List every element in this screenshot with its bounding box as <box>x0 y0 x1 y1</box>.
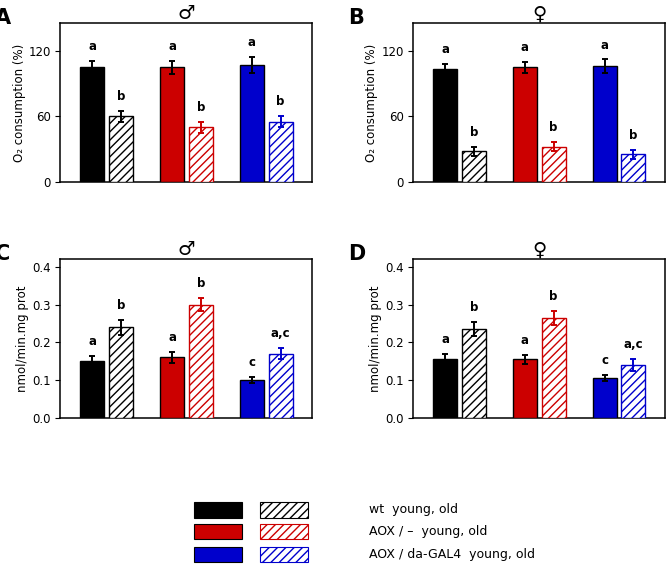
Bar <box>593 378 617 418</box>
Bar <box>269 354 292 418</box>
Bar <box>462 151 486 182</box>
Bar <box>433 69 457 182</box>
Text: a,c: a,c <box>271 327 290 340</box>
Text: a: a <box>442 333 449 346</box>
Bar <box>622 365 645 418</box>
Bar <box>189 305 213 418</box>
Title: ♀: ♀ <box>532 240 546 259</box>
Text: b: b <box>470 301 478 315</box>
Bar <box>194 502 242 518</box>
Bar <box>194 524 242 539</box>
Bar <box>81 67 104 182</box>
Bar <box>433 359 457 418</box>
Text: wt  young, old: wt young, old <box>369 503 458 517</box>
Text: AOX / –  young, old: AOX / – young, old <box>369 525 487 538</box>
Bar <box>160 357 184 418</box>
Text: b: b <box>550 122 558 135</box>
Bar <box>513 359 537 418</box>
Text: b: b <box>197 277 205 290</box>
Bar <box>269 122 292 182</box>
Y-axis label: O₂ consumption (%): O₂ consumption (%) <box>13 43 26 161</box>
Y-axis label: nmol/min.mg prot: nmol/min.mg prot <box>16 285 30 392</box>
Bar <box>622 154 645 182</box>
Title: ♂: ♂ <box>177 4 196 23</box>
Bar <box>160 67 184 182</box>
Bar <box>542 318 566 418</box>
Bar <box>240 380 264 418</box>
Bar <box>109 116 133 182</box>
Text: a: a <box>168 331 176 344</box>
Text: b: b <box>276 95 285 108</box>
Bar <box>542 147 566 182</box>
Bar <box>593 66 617 182</box>
Text: b: b <box>117 299 125 312</box>
Text: a,c: a,c <box>624 338 643 352</box>
Text: a: a <box>168 40 176 53</box>
Bar <box>260 546 308 562</box>
Text: c: c <box>249 356 255 369</box>
Title: ♂: ♂ <box>177 240 196 259</box>
Text: b: b <box>117 90 125 103</box>
Text: a: a <box>89 40 96 53</box>
Bar <box>194 546 242 562</box>
Text: a: a <box>248 36 256 49</box>
Bar <box>109 327 133 418</box>
Text: a: a <box>442 43 449 56</box>
Y-axis label: O₂ consumption (%): O₂ consumption (%) <box>366 43 378 161</box>
Text: B: B <box>348 8 364 27</box>
Text: C: C <box>0 243 10 264</box>
Text: A: A <box>0 8 11 27</box>
Bar <box>260 524 308 539</box>
Text: a: a <box>521 334 529 347</box>
Text: AOX / da-GAL4  young, old: AOX / da-GAL4 young, old <box>369 548 535 561</box>
Bar <box>81 361 104 418</box>
Text: b: b <box>197 101 205 113</box>
Title: ♀: ♀ <box>532 4 546 23</box>
Bar <box>189 127 213 182</box>
Text: b: b <box>470 126 478 139</box>
Text: a: a <box>89 335 96 347</box>
Text: b: b <box>629 129 638 142</box>
Text: c: c <box>601 355 608 367</box>
Bar <box>240 65 264 182</box>
Bar <box>462 329 486 418</box>
Text: a: a <box>521 41 529 54</box>
Text: b: b <box>550 290 558 303</box>
Bar <box>513 67 537 182</box>
Text: D: D <box>348 243 365 264</box>
Bar <box>260 502 308 518</box>
Y-axis label: nmol/min.mg prot: nmol/min.mg prot <box>369 285 382 392</box>
Text: a: a <box>601 39 609 51</box>
